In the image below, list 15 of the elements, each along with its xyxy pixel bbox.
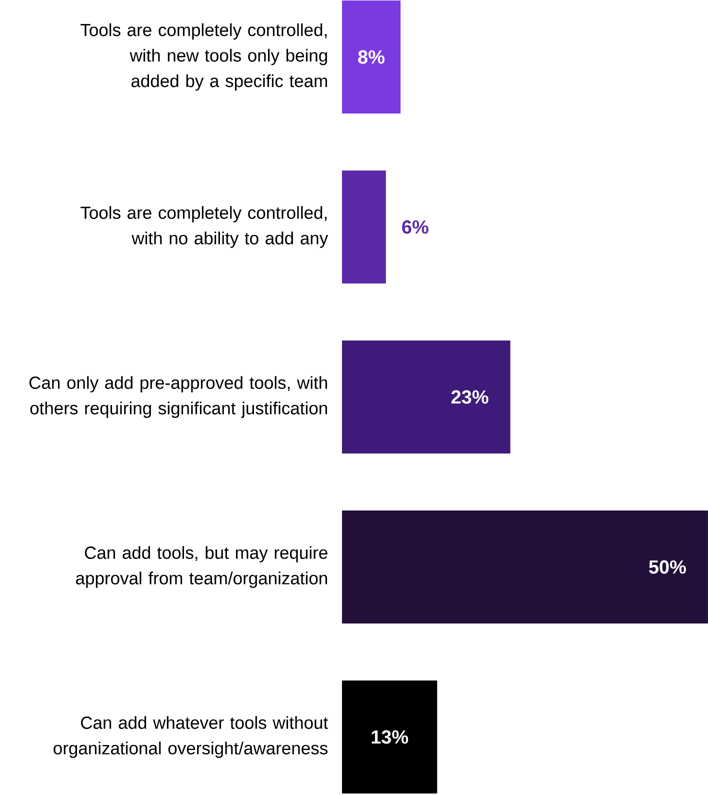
bar bbox=[342, 340, 510, 454]
bar bbox=[342, 170, 386, 284]
data-label: 23% bbox=[451, 390, 488, 404]
data-label: 6% bbox=[402, 220, 428, 234]
y-tick-label: Tools are completely controlled, with new tools only being added by a specific team bbox=[80, 23, 328, 91]
y-tick-label: Tools are completely controlled, with no ability to add any bbox=[80, 206, 328, 248]
data-label: 8% bbox=[358, 50, 384, 64]
y-tick-label: Can add tools, but may require approval from team/organization bbox=[76, 546, 328, 588]
bar bbox=[342, 0, 401, 114]
y-tick-label: Can only add pre-approved tools, with others requiring significant justification bbox=[29, 376, 327, 418]
y-tick-label: Can add whatever tools without organizational oversight/awareness bbox=[54, 716, 328, 758]
bar bbox=[342, 680, 438, 794]
data-label: 13% bbox=[372, 730, 408, 744]
data-label: 50% bbox=[649, 560, 686, 574]
bar bbox=[342, 510, 708, 624]
